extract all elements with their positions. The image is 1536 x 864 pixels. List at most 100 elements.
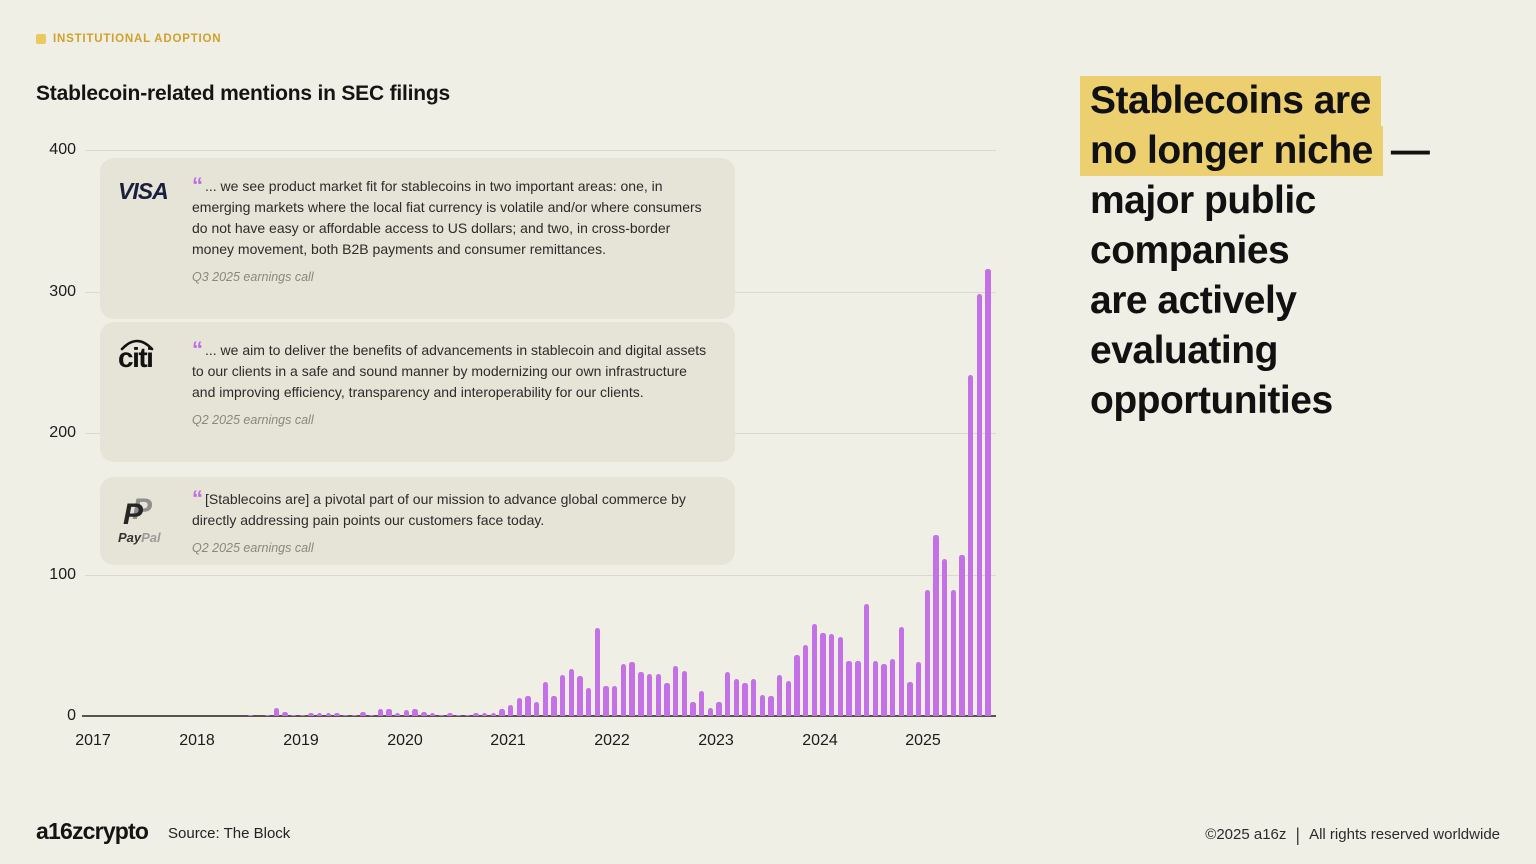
paypal-monogram-icon: P P <box>123 493 153 529</box>
bar <box>889 659 896 716</box>
bar <box>629 662 635 716</box>
bar <box>412 708 418 716</box>
headline-line: companies <box>1090 229 1290 272</box>
x-tick-2024: 2024 <box>802 732 838 749</box>
paypal-quote-text: “[Stablecoins are] a pivotal part of our… <box>192 486 686 529</box>
bar <box>933 534 939 716</box>
y-tick-300: 300 <box>49 283 76 300</box>
copyright-text: ©2025 a16z <box>1205 826 1287 843</box>
rights-text: All rights reserved worldwide <box>1309 826 1500 843</box>
bar <box>247 714 253 716</box>
bar <box>742 683 748 716</box>
bar <box>811 624 818 716</box>
x-tick-2025: 2025 <box>905 732 941 749</box>
svg-text:P: P <box>123 498 144 529</box>
headline-highlight: no longer niche <box>1080 126 1383 176</box>
bar <box>829 633 835 716</box>
bar <box>976 294 983 716</box>
bar <box>716 701 722 716</box>
visa-quote-text: “... we see product market fit for stabl… <box>192 173 702 258</box>
bar <box>803 645 809 716</box>
x-tick-2021: 2021 <box>490 732 526 749</box>
bar <box>499 708 505 716</box>
bar <box>533 701 540 716</box>
bar <box>308 713 314 716</box>
bar <box>863 604 870 716</box>
bar <box>438 714 444 716</box>
eyebrow-tag: INSTITUTIONAL ADOPTION <box>36 33 221 45</box>
paypal-quote-attribution: Q2 2025 earnings call <box>192 541 314 555</box>
y-tick-200: 200 <box>49 424 76 441</box>
bar <box>473 713 479 716</box>
bar <box>560 674 566 716</box>
visa-logo-text: VISA <box>118 178 169 204</box>
headline-line: opportunities <box>1090 379 1333 422</box>
bar <box>464 714 470 716</box>
quote-card-citi: citi “... we aim to deliver the benefits… <box>100 322 735 462</box>
visa-quote-attribution: Q3 2025 earnings call <box>192 270 314 284</box>
bar <box>325 713 332 716</box>
bar <box>924 590 930 716</box>
bar <box>672 666 679 716</box>
paypal-logo-icon: P P PayPal <box>118 489 190 551</box>
bar <box>421 711 427 716</box>
bar <box>907 682 913 716</box>
bar <box>837 636 844 716</box>
bar <box>915 662 922 716</box>
bar <box>603 686 609 716</box>
x-tick-2020: 2020 <box>387 732 423 749</box>
headline: Stablecoins are no longer niche — major p… <box>1080 76 1500 426</box>
quote-icon: “ <box>192 337 203 362</box>
a16zcrypto-logo: a16zcrypto <box>36 818 149 844</box>
bar <box>690 701 696 716</box>
bar <box>967 375 974 716</box>
source-note: Source: The Block <box>168 825 291 842</box>
bar <box>620 663 627 716</box>
quote-card-visa: VISA “... we see product market fit for … <box>100 158 735 319</box>
bar <box>759 694 766 716</box>
x-tick-2022: 2022 <box>594 732 630 749</box>
bar <box>586 687 592 716</box>
bar <box>655 673 661 716</box>
bar <box>455 714 462 716</box>
gridline-100 <box>85 574 996 576</box>
bar <box>985 268 991 716</box>
bar <box>282 711 288 716</box>
bar <box>707 707 713 716</box>
bar <box>481 713 488 716</box>
bar <box>577 676 583 716</box>
bar <box>568 669 575 716</box>
citi-logo: citi <box>118 339 190 448</box>
quote-icon: “ <box>192 173 203 198</box>
plot-area <box>82 150 996 717</box>
bar <box>941 558 948 716</box>
bar <box>594 628 601 716</box>
headline-highlight: Stablecoins are <box>1080 76 1381 126</box>
y-tick-100: 100 <box>49 566 76 583</box>
y-tick-400: 400 <box>49 141 76 158</box>
svg-text:P: P <box>132 493 153 526</box>
bar <box>377 708 384 716</box>
bar <box>507 704 514 716</box>
headline-line: are actively <box>1090 279 1297 322</box>
copyright-note: ©2025 a16z | All rights reserved worldwide <box>1205 825 1500 846</box>
bar <box>386 708 392 716</box>
bar <box>664 683 670 716</box>
bar <box>403 710 410 716</box>
x-tick-2017: 2017 <box>75 732 111 749</box>
quote-icon: “ <box>192 486 203 511</box>
bar <box>794 655 800 716</box>
bar <box>264 714 271 716</box>
bar <box>950 590 956 716</box>
bar <box>768 696 774 716</box>
bar <box>820 632 826 716</box>
citi-arc-icon <box>121 339 154 351</box>
bar <box>881 663 887 716</box>
eyebrow-label: INSTITUTIONAL ADOPTION <box>53 33 222 45</box>
bar <box>369 714 375 716</box>
bar <box>785 680 792 716</box>
citi-quote-attribution: Q2 2025 earnings call <box>192 413 314 427</box>
headline-line: major public <box>1090 179 1316 222</box>
x-tick-2019: 2019 <box>283 732 319 749</box>
bar <box>525 696 531 716</box>
